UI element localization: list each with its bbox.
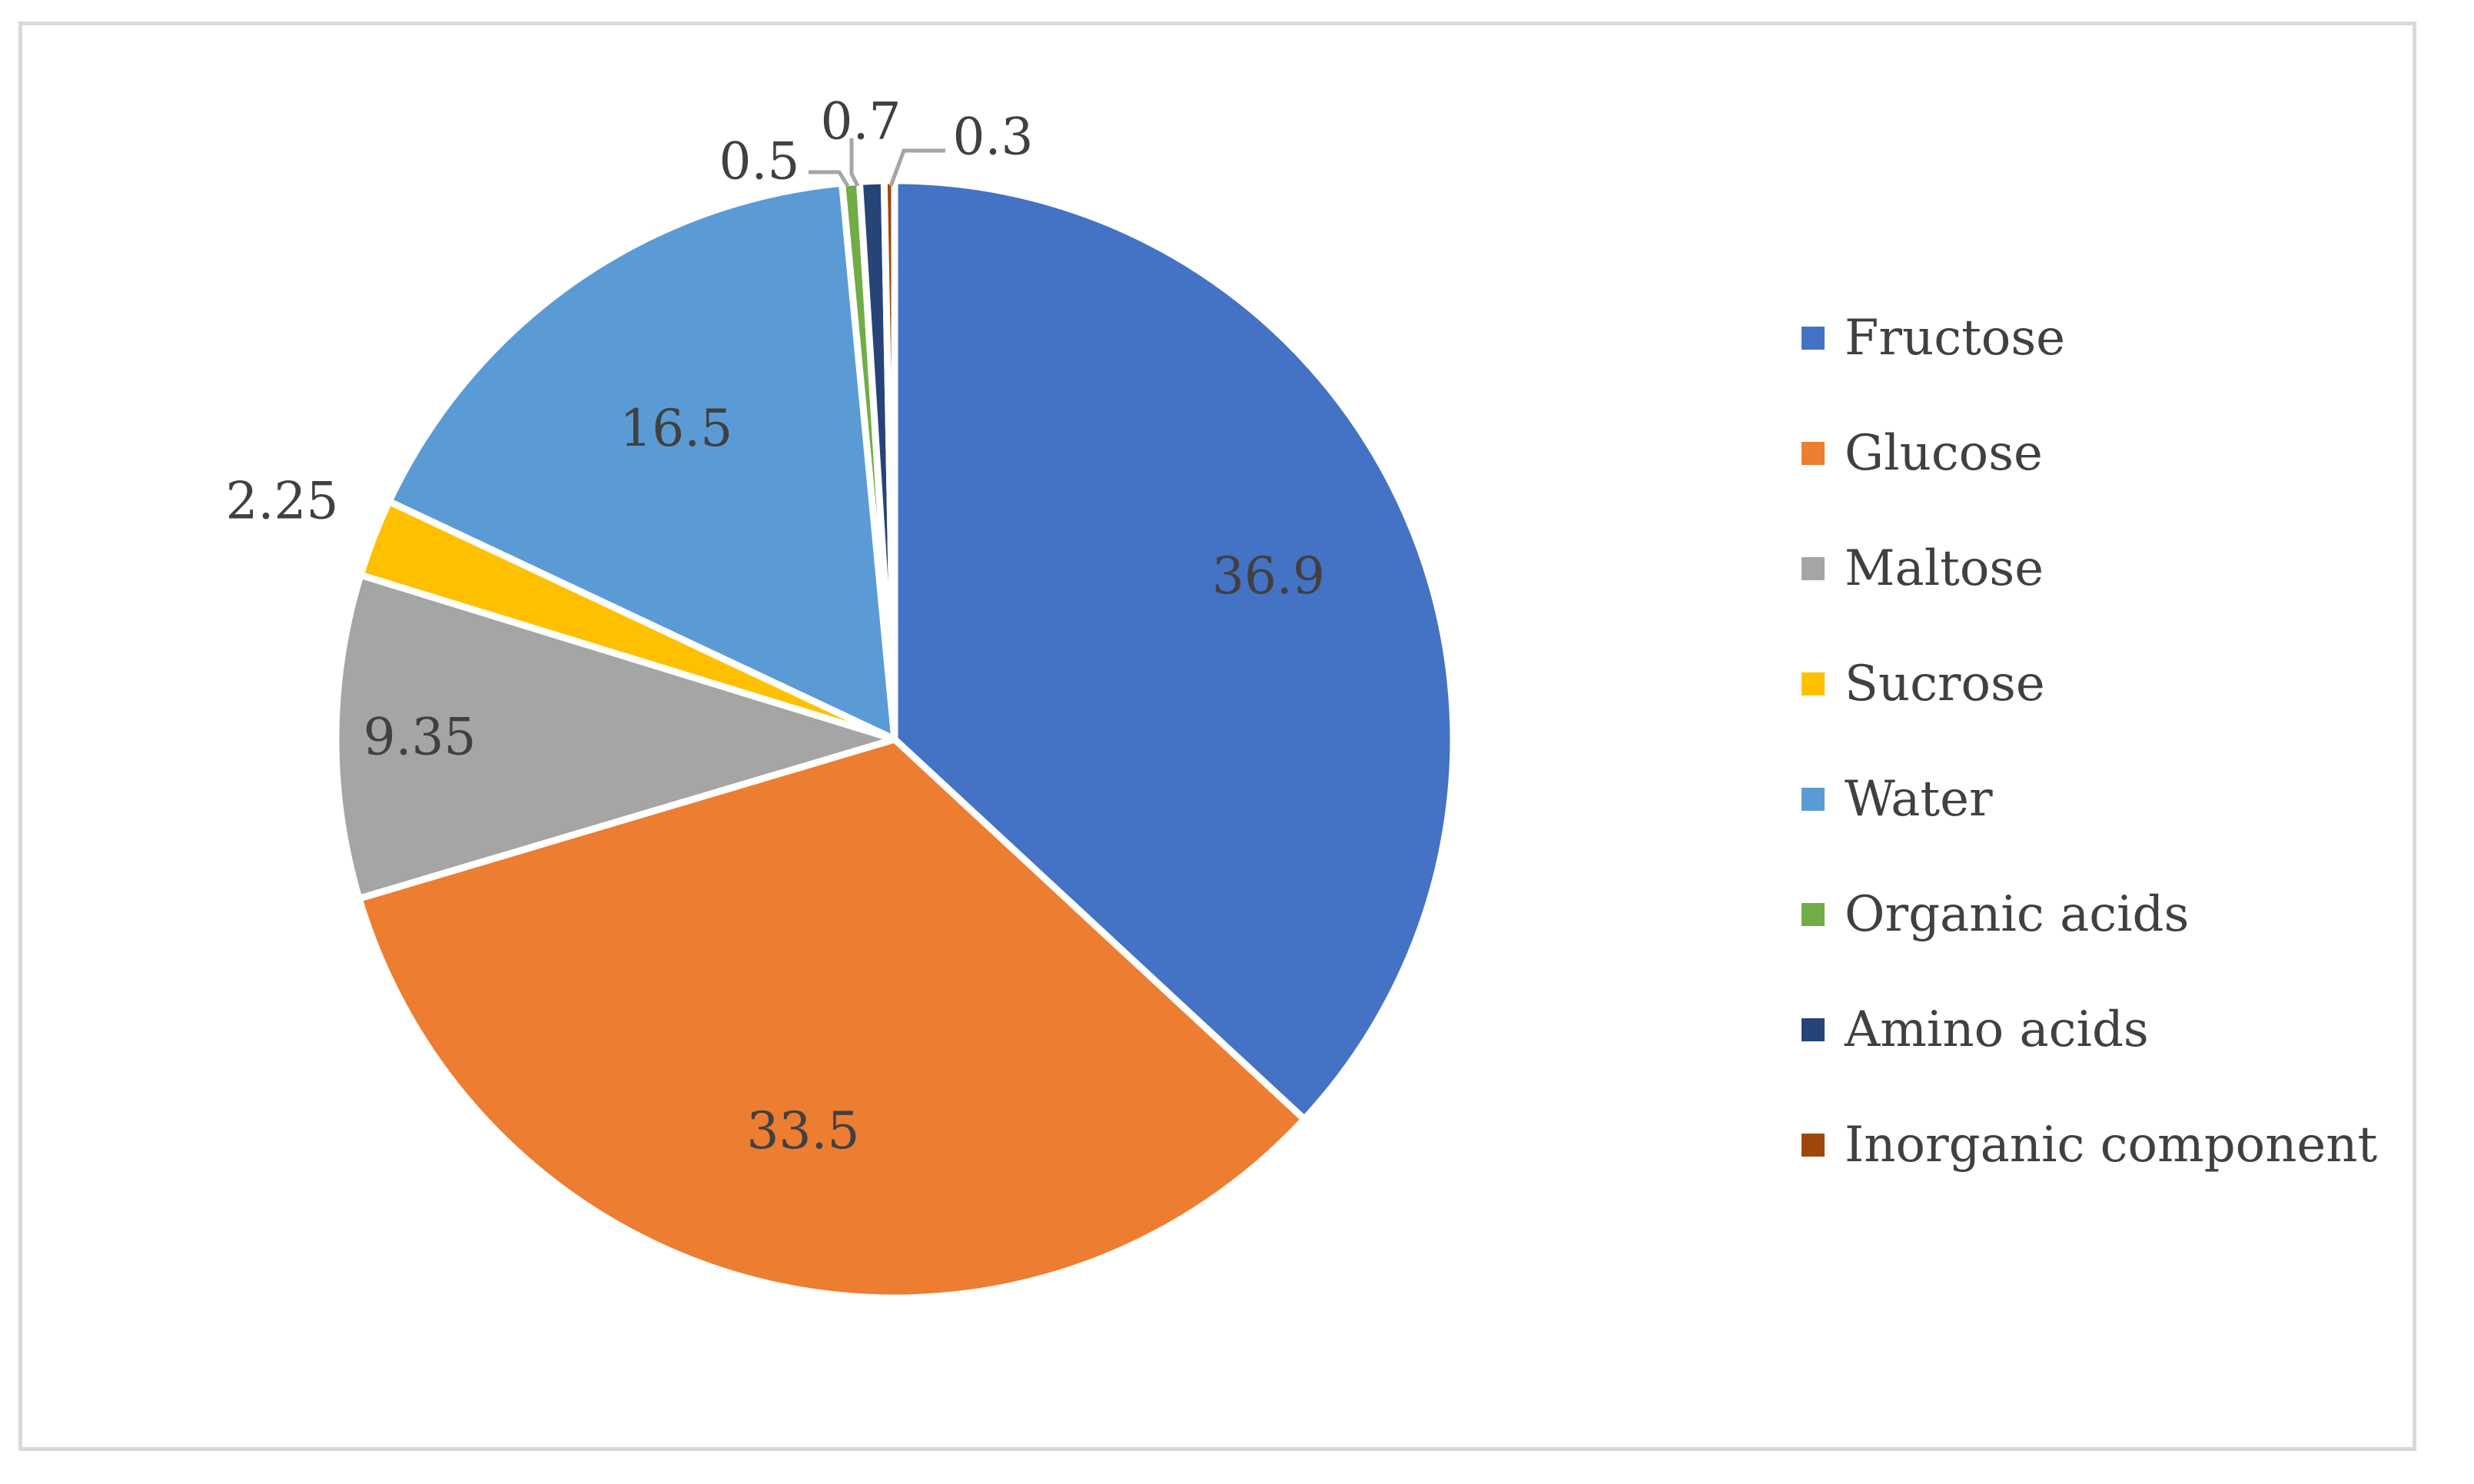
legend-item-glucose: Glucose xyxy=(1802,425,2043,482)
legend-label: Water xyxy=(1845,771,1993,828)
legend-item-amino-acids: Amino acids xyxy=(1802,1001,2149,1058)
legend-label: Organic acids xyxy=(1845,886,2189,943)
pie-slice-fructose xyxy=(891,177,1457,1123)
legend-label: Inorganic component xyxy=(1845,1117,2378,1174)
legend-item-inorganic-component: Inorganic component xyxy=(1802,1117,2378,1174)
legend-swatch xyxy=(1802,903,1825,926)
legend-label: Maltose xyxy=(1845,540,2044,597)
legend-item-water: Water xyxy=(1802,771,1993,828)
data-label-inorganic-component: 0.3 xyxy=(953,108,1034,167)
pie-slice-glucose xyxy=(355,735,1308,1302)
data-label-water: 16.5 xyxy=(619,399,732,458)
legend-swatch xyxy=(1802,327,1825,350)
leader-line-organic-acids xyxy=(809,170,850,188)
data-label-amino-acids: 0.7 xyxy=(821,92,902,151)
pie-slice-water xyxy=(385,179,898,743)
data-label-maltose: 9.35 xyxy=(364,708,477,767)
legend: Fructose Glucose Maltose Sucrose Water Organi… xyxy=(1802,310,2378,1174)
leader-line-inorganic-component xyxy=(888,148,945,187)
leader-lines xyxy=(809,138,945,188)
legend-swatch xyxy=(1802,672,1825,696)
pie-slices xyxy=(332,177,1457,1302)
legend-label: Glucose xyxy=(1845,425,2043,482)
data-label-organic-acids: 0.5 xyxy=(719,132,800,191)
legend-swatch xyxy=(1802,442,1825,465)
legend-item-fructose: Fructose xyxy=(1802,310,2065,367)
legend-label: Amino acids xyxy=(1844,1001,2149,1058)
data-label-fructose: 36.9 xyxy=(1212,546,1325,606)
legend-item-maltose: Maltose xyxy=(1802,540,2044,597)
data-labels: 36.9 33.5 9.35 2.25 16.5 0.5 0.7 0.3 xyxy=(226,92,1325,1161)
legend-swatch xyxy=(1802,557,1825,580)
legend-label: Sucrose xyxy=(1845,656,2045,712)
legend-swatch xyxy=(1802,1134,1825,1157)
legend-swatch xyxy=(1802,1018,1825,1041)
pie-slice-maltose xyxy=(332,571,898,902)
legend-label: Fructose xyxy=(1845,310,2065,367)
data-label-sucrose: 2.25 xyxy=(226,472,339,531)
legend-swatch xyxy=(1802,788,1825,811)
data-label-glucose: 33.5 xyxy=(747,1101,860,1160)
legend-item-sucrose: Sucrose xyxy=(1802,656,2045,712)
legend-item-organic-acids: Organic acids xyxy=(1802,886,2189,943)
leader-line-amino-acids xyxy=(849,138,860,188)
